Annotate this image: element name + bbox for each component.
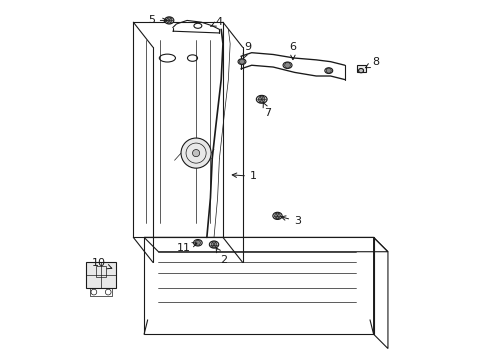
Circle shape — [239, 59, 244, 64]
Text: 9: 9 — [243, 42, 251, 58]
Ellipse shape — [193, 239, 202, 246]
Ellipse shape — [283, 62, 291, 68]
Text: 1: 1 — [232, 171, 256, 181]
Text: 2: 2 — [216, 248, 227, 265]
Circle shape — [325, 68, 330, 73]
Polygon shape — [357, 65, 366, 72]
Polygon shape — [85, 262, 116, 288]
Circle shape — [195, 240, 200, 245]
Circle shape — [284, 62, 290, 68]
Text: 6: 6 — [289, 42, 296, 60]
Circle shape — [274, 213, 280, 219]
Ellipse shape — [238, 59, 245, 64]
Text: 10: 10 — [91, 258, 112, 269]
Ellipse shape — [272, 212, 282, 220]
Circle shape — [166, 18, 172, 23]
Circle shape — [192, 149, 199, 157]
Ellipse shape — [209, 241, 218, 248]
Circle shape — [211, 242, 217, 247]
Ellipse shape — [358, 68, 363, 73]
Circle shape — [258, 96, 264, 103]
Ellipse shape — [324, 68, 332, 73]
Text: 11: 11 — [176, 243, 197, 253]
Ellipse shape — [256, 95, 266, 103]
Text: 7: 7 — [263, 102, 271, 118]
Text: 4: 4 — [210, 17, 223, 27]
Circle shape — [181, 138, 211, 168]
Ellipse shape — [164, 17, 174, 24]
Text: 3: 3 — [281, 216, 301, 226]
Text: 5: 5 — [147, 15, 167, 26]
Text: 8: 8 — [365, 57, 378, 68]
